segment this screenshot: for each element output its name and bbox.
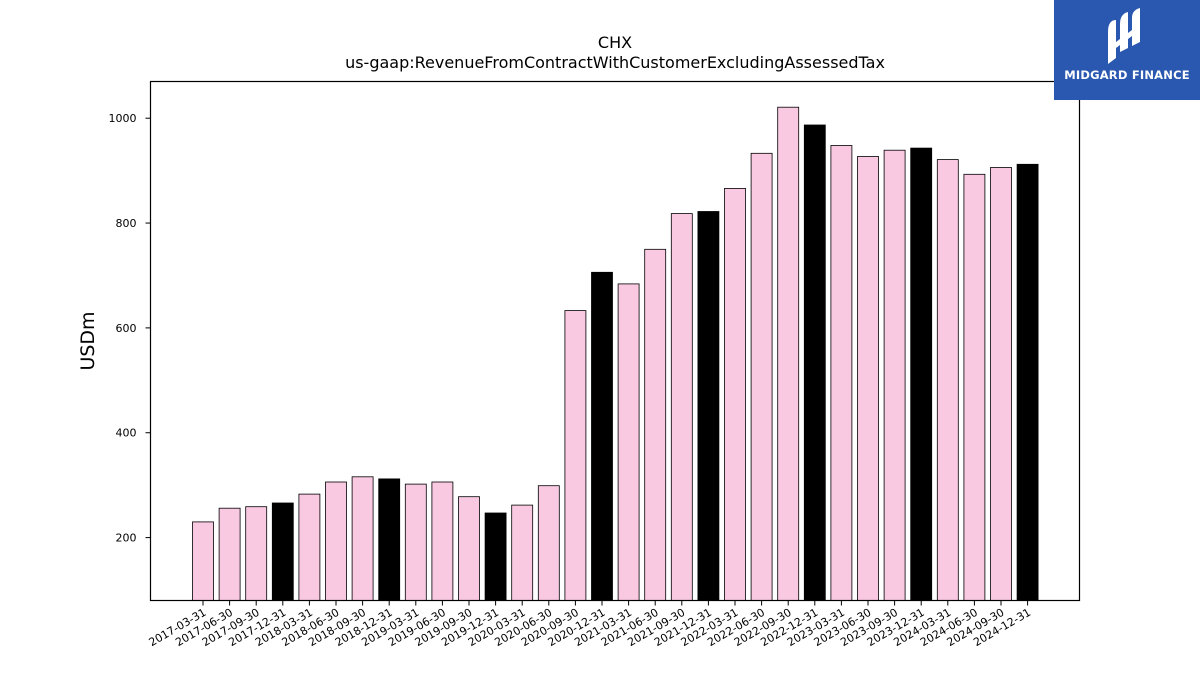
chart-title: CHX [598,33,632,52]
bar-2019-03-31 [404,483,427,601]
bar-2019-12-31 [484,512,507,601]
bar-2021-03-31 [617,283,640,601]
bar-2023-12-31 [910,147,933,601]
bar-2022-12-31 [803,124,826,601]
bar-2024-09-30 [990,167,1012,601]
bar-2022-03-31 [724,187,746,601]
y-axis-label: USDm [77,311,99,370]
brand-logo: MIDGARD FINANCE [1054,0,1200,100]
bar-2019-06-30 [431,481,454,601]
bar-2017-06-30 [218,507,241,601]
bar-2023-09-30 [883,149,906,601]
bar-2021-09-30 [670,213,693,601]
plot-frame [149,80,1081,602]
bar-2018-06-30 [325,481,347,601]
bar-2020-12-31 [591,271,613,601]
y-tick-label: 200 [116,532,137,545]
bar-2019-09-30 [458,496,480,601]
bar-2017-03-31 [192,521,214,601]
bars-group [192,106,1039,601]
bar-2017-09-30 [245,506,268,601]
bar-2021-06-30 [644,248,667,601]
bar-2018-03-31 [298,493,321,601]
x-axis-ticks: 2017-03-312017-06-302017-09-302017-12-31… [147,600,1033,649]
y-tick-label: 600 [116,322,137,335]
bar-2022-09-30 [777,106,800,601]
bar-2023-03-31 [830,145,853,601]
brand-logo-text: MIDGARD FINANCE [1064,68,1190,82]
chart-subtitle: us-gaap:RevenueFromContractWithCustomerE… [345,53,885,72]
y-tick-label: 400 [116,427,137,440]
bar-2020-06-30 [537,485,560,601]
y-tick-label: 800 [116,217,137,230]
bar-2023-06-30 [857,156,879,601]
bar-2024-06-30 [963,173,986,601]
bar-2018-09-30 [351,476,374,601]
bar-2024-03-31 [936,159,959,601]
bar-2020-03-31 [511,504,534,601]
y-tick-label: 1000 [109,112,137,125]
bar-2022-06-30 [750,152,773,601]
bar-2017-12-31 [271,502,294,601]
bar-2018-12-31 [378,478,401,601]
midgard-logo-icon [1108,8,1140,64]
bar-2021-12-31 [697,211,720,601]
y-axis-ticks: 200 400 600 800 1000 [109,112,151,545]
bar-2024-12-31 [1016,163,1039,601]
bar-2020-09-30 [564,310,587,601]
